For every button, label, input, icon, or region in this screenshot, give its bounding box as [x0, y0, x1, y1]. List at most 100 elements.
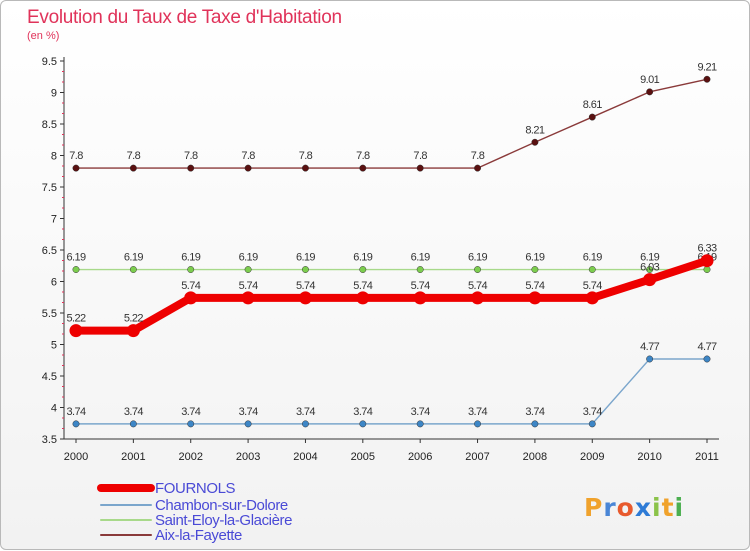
- data-label: 6.19: [411, 252, 430, 264]
- data-label: 3.74: [353, 406, 372, 418]
- x-tick-label: 2011: [695, 451, 719, 463]
- data-label: 3.74: [66, 406, 85, 418]
- series-line-3: [75, 78, 708, 169]
- data-point: [413, 291, 427, 305]
- logo-letter: P: [584, 493, 604, 522]
- data-point: [359, 420, 367, 428]
- data-point: [187, 266, 195, 273]
- data-point: [72, 420, 80, 428]
- x-tick-label: 2005: [351, 451, 375, 463]
- y-tick-label: 9: [51, 88, 57, 100]
- x-tick-label: 2006: [408, 451, 432, 463]
- chart-subtitle: (en %): [27, 30, 60, 42]
- data-point: [471, 291, 485, 305]
- data-point: [302, 266, 309, 273]
- chart-title: Evolution du Taux de Taxe d'Habitation: [27, 7, 342, 28]
- data-label: 3.74: [296, 406, 315, 418]
- data-point: [585, 291, 599, 305]
- legend-label: Chambon-sur-Dolore: [155, 497, 288, 514]
- data-point: [416, 266, 424, 273]
- data-point: [588, 420, 596, 428]
- data-label: 6.19: [640, 252, 659, 264]
- data-label: 5.74: [583, 280, 602, 292]
- data-point: [700, 254, 714, 268]
- data-label: 6.19: [66, 252, 85, 264]
- data-label: 3.74: [583, 406, 602, 418]
- data-label: 3.74: [181, 406, 200, 418]
- data-label: 7.8: [127, 150, 141, 162]
- data-label: 5.74: [239, 280, 258, 292]
- data-point: [703, 266, 711, 273]
- data-point: [244, 420, 252, 428]
- data-point: [588, 266, 596, 273]
- y-tick-label: 3.5: [42, 434, 57, 446]
- y-tick-label: 8.5: [42, 119, 57, 131]
- data-label: 8.61: [583, 99, 602, 111]
- data-point: [531, 138, 539, 146]
- x-tick-label: 2008: [523, 451, 547, 463]
- data-label: 7.8: [299, 150, 313, 162]
- data-point: [359, 266, 367, 273]
- legend-label: Aix-la-Fayette: [155, 527, 242, 544]
- data-point: [646, 355, 654, 363]
- data-label: 3.74: [525, 406, 544, 418]
- data-label: 7.8: [184, 150, 198, 162]
- data-point: [703, 355, 711, 363]
- data-label: 4.77: [640, 341, 659, 353]
- data-label: 7.8: [69, 150, 83, 162]
- y-tick-label: 4.5: [42, 371, 57, 383]
- data-label: 8.21: [525, 124, 544, 136]
- data-label: 6.19: [181, 252, 200, 264]
- data-label: 3.74: [468, 406, 487, 418]
- data-label: 9.01: [640, 74, 659, 86]
- data-label: 6.19: [583, 252, 602, 264]
- x-tick-label: 2001: [121, 451, 145, 463]
- data-point: [298, 291, 312, 305]
- data-point: [302, 420, 309, 428]
- legend-label: Saint-Eloy-la-Glacière: [155, 512, 292, 529]
- x-tick-label: 2002: [178, 451, 202, 463]
- data-point: [129, 266, 137, 273]
- data-label: 5.74: [411, 280, 430, 292]
- data-label: 6.19: [468, 252, 487, 264]
- y-tick-label: 7.5: [42, 182, 57, 194]
- x-tick-label: 2000: [64, 451, 88, 463]
- data-label: 5.74: [296, 280, 315, 292]
- data-label: 6.19: [353, 252, 372, 264]
- data-point: [531, 420, 539, 428]
- x-tick-label: 2009: [580, 451, 604, 463]
- data-label: 6.19: [296, 252, 315, 264]
- data-label: 7.8: [241, 150, 255, 162]
- logo-letter: i: [674, 493, 685, 522]
- data-point: [302, 164, 309, 172]
- data-label: 4.77: [697, 341, 716, 353]
- data-label: 5.22: [124, 313, 143, 325]
- series-line-1: [75, 358, 708, 425]
- data-point: [129, 420, 137, 428]
- data-point: [129, 164, 137, 172]
- logo-letter: r: [603, 493, 617, 522]
- x-tick-label: 2007: [465, 451, 489, 463]
- data-label: 9.21: [697, 61, 716, 73]
- data-point: [588, 113, 596, 121]
- x-tick-label: 2004: [293, 451, 317, 463]
- data-label: 3.74: [239, 406, 258, 418]
- proxiti-logo: Proxiti: [584, 493, 684, 522]
- data-point: [244, 266, 252, 273]
- series-line-0: [72, 256, 711, 335]
- data-point: [416, 164, 424, 172]
- data-point: [241, 291, 255, 305]
- data-label: 6.03: [640, 262, 659, 274]
- logo-letter: i: [652, 493, 662, 522]
- data-label: 6.19: [525, 252, 544, 264]
- data-point: [474, 266, 481, 273]
- logo-letter: x: [634, 493, 652, 522]
- y-tick-label: 5: [51, 340, 57, 352]
- y-tick-label: 6.5: [42, 245, 57, 257]
- data-label: 5.74: [181, 280, 200, 292]
- y-tick-label: 5.5: [42, 308, 57, 320]
- data-label: 7.8: [356, 150, 370, 162]
- data-point: [416, 420, 424, 428]
